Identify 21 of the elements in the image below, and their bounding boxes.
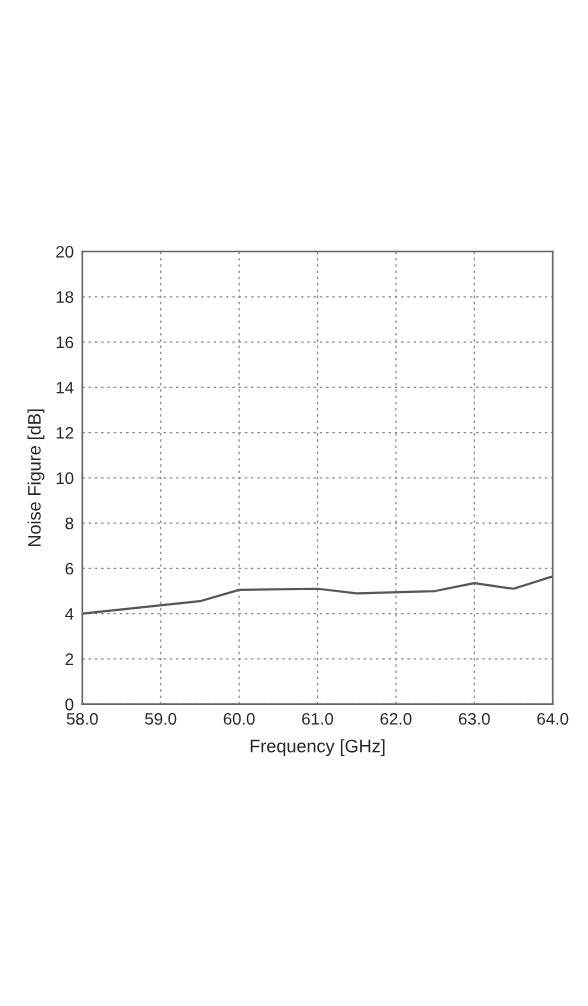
x-tick-label: 59.0: [145, 712, 177, 725]
y-tick-label: 12: [56, 426, 74, 439]
y-tick-label: 4: [65, 608, 74, 620]
y-tick-label: 0: [65, 698, 74, 711]
y-tick-label: 16: [56, 336, 74, 349]
y-axis-title: Noise Figure [dB]: [27, 409, 45, 547]
y-tick-label: 2: [65, 653, 74, 665]
x-tick-label: 63.0: [458, 712, 490, 725]
x-axis-title: Frequency [GHz]: [250, 739, 385, 757]
y-tick-label: 6: [65, 562, 74, 575]
x-tick-label: 60.0: [223, 712, 255, 725]
x-tick-label: 62.0: [380, 712, 412, 725]
y-tick-label: 10: [56, 472, 74, 485]
line-series: [82, 575, 553, 615]
x-tick-label: 61.0: [302, 712, 334, 725]
x-tick-label: 58.0: [66, 712, 98, 725]
y-tick-label: 18: [56, 291, 74, 303]
x-tick-label: 64.0: [537, 712, 569, 725]
y-tick-label: 14: [56, 381, 74, 394]
y-tick-label: 8: [65, 517, 74, 530]
y-tick-label: 20: [56, 245, 74, 258]
